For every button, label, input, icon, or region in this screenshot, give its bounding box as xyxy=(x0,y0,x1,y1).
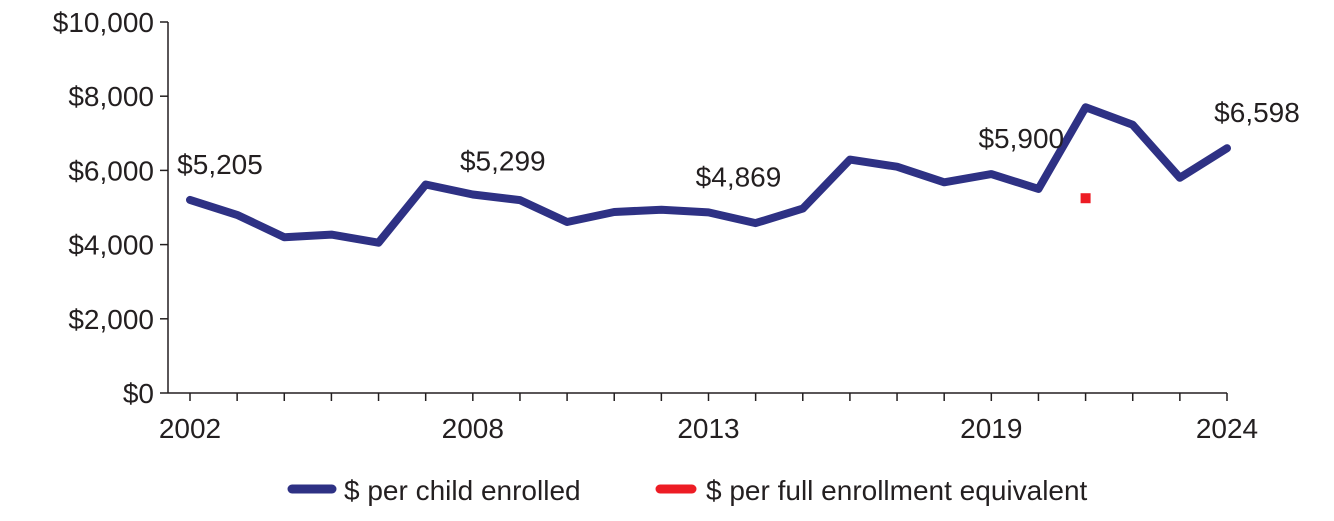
y-axis: $0 $2,000 $4,000 $6,000 $8,000 $10,000 xyxy=(53,7,169,409)
data-point-full-enrollment xyxy=(1080,193,1091,204)
legend-label-full-enrollment: $ per full enrollment equivalent xyxy=(706,475,1088,506)
plot-area xyxy=(186,103,1231,247)
x-axis: 2002 2008 2013 2019 2024 xyxy=(159,392,1258,444)
x-tick-label: 2008 xyxy=(442,413,504,444)
data-label: $6,598 xyxy=(1214,97,1300,128)
legend-item-per-child: $ per child enrolled xyxy=(287,475,581,506)
x-tick-label: 2024 xyxy=(1196,413,1258,444)
y-tick-label: $0 xyxy=(123,378,154,409)
data-label: $5,299 xyxy=(460,145,546,176)
y-tick-label: $4,000 xyxy=(68,230,154,261)
x-tick-label: 2013 xyxy=(677,413,739,444)
x-tick-label: 2002 xyxy=(159,413,221,444)
data-labels: $5,205 $5,299 $4,869 $5,900 $6,598 xyxy=(177,97,1300,192)
legend-label-per-child: $ per child enrolled xyxy=(344,475,581,506)
data-label: $4,869 xyxy=(696,161,782,192)
data-label: $5,205 xyxy=(177,149,263,180)
y-tick-label: $10,000 xyxy=(53,7,154,38)
y-tick-label: $2,000 xyxy=(68,304,154,335)
x-tick-label: 2019 xyxy=(960,413,1022,444)
legend-item-full-enrollment: $ per full enrollment equivalent xyxy=(655,475,1088,506)
data-label: $5,900 xyxy=(978,123,1064,154)
y-tick-label: $8,000 xyxy=(68,81,154,112)
y-tick-label: $6,000 xyxy=(68,155,154,186)
series-line-per-child xyxy=(186,103,1231,247)
legend: $ per child enrolled $ per full enrollme… xyxy=(287,475,1088,506)
